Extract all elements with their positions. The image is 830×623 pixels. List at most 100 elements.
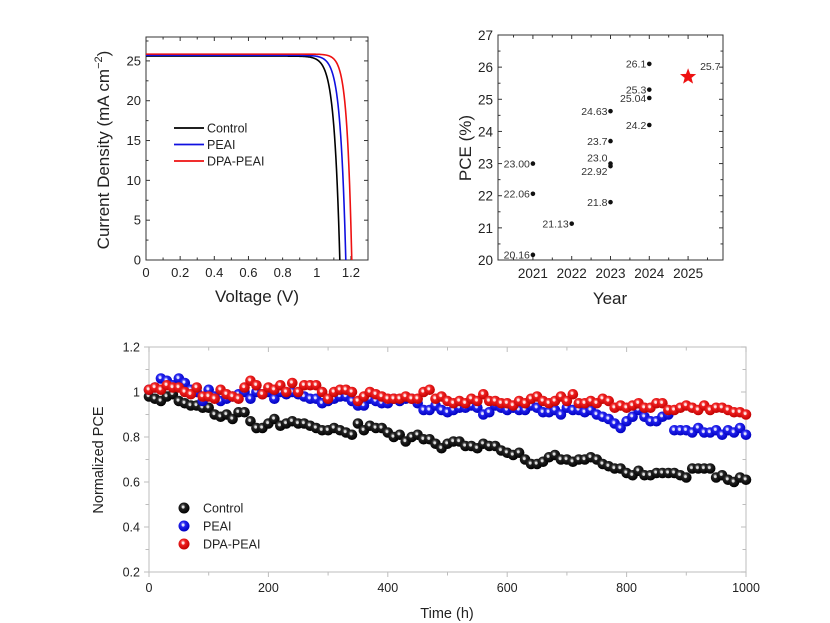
pce-highlight-label: 25.7 (700, 61, 721, 73)
stability-point-highlight (510, 452, 514, 456)
pce-point (646, 95, 652, 101)
stability-point-highlight (284, 389, 287, 393)
stability-point-highlight (433, 441, 437, 445)
stability-point-highlight (654, 470, 658, 474)
stability-point-highlight (648, 473, 652, 476)
stability-chart: 0 200 400 600 800 1000 0.2 0.4 0.6 0.8 1 1.2 Contro… (91, 341, 760, 623)
stability-point-highlight (612, 466, 616, 470)
stability-point-highlight (534, 394, 538, 398)
stability-x-tick-label: 800 (616, 581, 637, 595)
jv-y-tick-label: 25 (127, 53, 141, 68)
stability-point-highlight (242, 410, 246, 413)
stability-point-highlight (481, 412, 484, 416)
stability-point-highlight (319, 428, 323, 431)
stability-y-axis-title: Normalized PCE (91, 406, 107, 513)
stability-point-highlight (493, 443, 496, 447)
stability-point-highlight (702, 403, 705, 407)
pce-point-label: 23.00 (504, 158, 530, 170)
stability-point-highlight (731, 410, 735, 413)
stability-point-highlight (725, 407, 729, 411)
stability-point-highlight (493, 398, 496, 402)
stability-point-highlight (552, 407, 556, 411)
stability-point-highlight (564, 457, 568, 461)
stability-axes: 0 200 400 600 800 1000 0.2 0.4 0.6 0.8 1 1.2 (123, 341, 760, 596)
stability-point-highlight (672, 407, 675, 411)
stability-point-highlight (164, 383, 168, 386)
stability-point-highlight (296, 421, 299, 425)
stability-point-highlight (654, 401, 658, 404)
jv-y-tick-label: 20 (127, 93, 141, 108)
pce-points-group: 23.00 22.06 20.16 21.13 24.63 23.7 23.022.92 21… (504, 59, 721, 262)
stability-point-highlight (439, 446, 443, 449)
jv-x-tick-label: 0.6 (239, 265, 257, 280)
stability-point-highlight (445, 441, 449, 445)
pce-y-axis-title: PCE (%) (456, 115, 475, 181)
stability-point-highlight (731, 430, 735, 434)
stability-point-highlight (570, 392, 574, 395)
stability-point-highlight (331, 425, 335, 429)
stability-point-highlight (516, 407, 520, 411)
pce-point-label: 20.16 (504, 250, 530, 262)
stability-point-highlight (684, 403, 687, 407)
stability-point-highlight (379, 425, 383, 429)
stability-point-highlight (570, 459, 574, 463)
stability-point-highlight (690, 466, 693, 470)
stability-point-highlight (302, 383, 305, 386)
stability-point-highlight (337, 428, 341, 431)
stability-legend-label: PEAI (203, 520, 232, 534)
stability-point-highlight (564, 398, 568, 402)
stability-point-highlight (690, 430, 693, 434)
stability-point-highlight (325, 428, 329, 431)
stability-point-highlight (499, 448, 502, 452)
jv-legend-label: DPA-PEAI (207, 155, 264, 169)
stability-point-highlight (594, 457, 598, 461)
pce-y-tick-label: 20 (478, 253, 493, 268)
stability-point-highlight (707, 430, 711, 434)
stability-point-highlight (684, 428, 687, 431)
stability-y-tick-label: 0.4 (123, 521, 140, 535)
stability-point-highlight (427, 407, 431, 411)
stability-point-highlight (188, 392, 192, 395)
stability-point-highlight (654, 419, 658, 422)
stability-point-highlight (313, 396, 317, 400)
stability-point-highlight (325, 396, 329, 400)
stability-point-highlight (254, 425, 258, 429)
stability-point-highlight (361, 394, 365, 398)
stability-point-highlight (355, 398, 359, 402)
stability-point-highlight (702, 466, 705, 470)
stability-point-highlight (678, 428, 681, 431)
stability-point-highlight (206, 387, 210, 391)
stability-point-highlight (349, 398, 353, 402)
stability-point-highlight (415, 396, 419, 400)
stability-point-highlight (672, 428, 675, 431)
pce-point-label: 23.7 (587, 136, 608, 148)
stability-y-tick-label: 0.2 (123, 566, 140, 580)
stability-point-highlight (176, 385, 180, 389)
stability-point-highlight (594, 401, 598, 404)
stability-point-highlight (391, 434, 395, 438)
stability-point-highlight (164, 394, 168, 398)
pce-x-axis-title: Year (593, 289, 628, 308)
stability-point-highlight (719, 405, 723, 409)
stability-point-highlight (606, 416, 610, 420)
stability-point-highlight (379, 394, 383, 398)
stability-point-highlight (737, 425, 741, 429)
stability-point-highlight (731, 479, 735, 483)
stability-point-highlight (606, 398, 610, 402)
stability-point-highlight (696, 466, 699, 470)
stability-point-highlight (558, 394, 562, 398)
stability-point-highlight (403, 439, 407, 443)
jv-x-tick-label: 1 (313, 265, 320, 280)
pce-highlight-star-marker (680, 68, 697, 84)
stability-point-highlight (367, 423, 371, 427)
stability-point-highlight (248, 396, 252, 400)
stability-point-highlight (176, 398, 180, 402)
stability-point-highlight (469, 396, 472, 400)
pce-y-tick-label: 25 (478, 92, 493, 107)
stability-point-highlight (582, 401, 586, 404)
stability-point-highlight (642, 414, 646, 418)
stability-legend-marker-highlight (181, 541, 185, 545)
pce-y-tick-label: 24 (478, 124, 494, 139)
stability-point-highlight (588, 455, 592, 458)
stability-point-highlight (540, 398, 544, 402)
